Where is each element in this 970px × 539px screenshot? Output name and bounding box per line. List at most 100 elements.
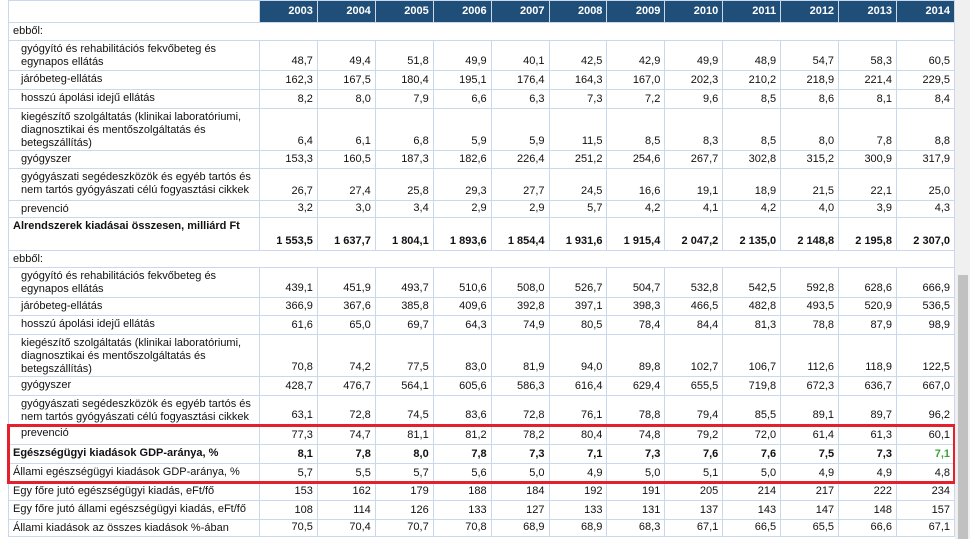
cell-value: 76,1 bbox=[548, 395, 608, 425]
cell-value: 74,5 bbox=[374, 395, 434, 425]
cell-value: 655,5 bbox=[664, 376, 724, 396]
cell-value: 667,0 bbox=[895, 376, 956, 396]
scrollbar-thumb[interactable] bbox=[958, 275, 968, 539]
cell-value: 70,8 bbox=[432, 519, 492, 537]
cell-value: 85,5 bbox=[722, 395, 782, 425]
cell-value: 94,0 bbox=[548, 334, 608, 377]
cell-value: 229,5 bbox=[895, 70, 956, 90]
cell-value: 508,0 bbox=[490, 267, 550, 298]
cell-value: 78,2 bbox=[490, 424, 550, 445]
cell-value: 6,1 bbox=[316, 108, 376, 151]
cell-value: 6,8 bbox=[374, 108, 434, 151]
year-header: 2008 bbox=[548, 0, 608, 23]
table-row: gyógyászati segédeszközök és egyéb tartó… bbox=[8, 395, 956, 425]
cell-value: 2 047,2 bbox=[664, 217, 724, 251]
cell-value: 164,3 bbox=[548, 70, 608, 90]
cell-value: 7,3 bbox=[606, 444, 666, 464]
cell-value: 147 bbox=[780, 500, 840, 520]
cell-value: 25,8 bbox=[374, 168, 434, 201]
cell-value: 493,5 bbox=[780, 297, 840, 316]
cell-value: 49,4 bbox=[316, 40, 376, 71]
cell-value: 79,2 bbox=[664, 424, 724, 445]
row-label: Egy főre jutó állami egészségügyi kiadás… bbox=[8, 500, 260, 520]
table-row: kiegészítő szolgáltatás (klinikai labora… bbox=[8, 334, 956, 377]
cell-value: 74,8 bbox=[606, 424, 666, 445]
table-row: ebből: bbox=[8, 250, 955, 268]
cell-value: 476,7 bbox=[316, 376, 376, 396]
cell-value: 137 bbox=[664, 500, 724, 520]
row-label: Egy főre jutó egészségügyi kiadás, eFt/f… bbox=[8, 482, 260, 501]
cell-value: 7,3 bbox=[838, 444, 897, 464]
table-row: ebből: bbox=[8, 22, 955, 41]
cell-value: 5,6 bbox=[432, 463, 492, 483]
cell-value: 210,2 bbox=[722, 70, 782, 90]
cell-value: 89,1 bbox=[780, 395, 840, 425]
cell-value: 234 bbox=[895, 482, 956, 501]
cell-value: 8,0 bbox=[780, 108, 840, 151]
table-row: hosszú ápolási idejű ellátás 61,6 65,0 69,7… bbox=[8, 315, 956, 335]
cell-value: 54,7 bbox=[780, 40, 840, 71]
table-row: járóbeteg-ellátás 162,3 167,5 180,4 195,1 176… bbox=[8, 70, 956, 90]
cell-value: 49,9 bbox=[664, 40, 724, 71]
cell-value: 126 bbox=[374, 500, 434, 520]
row-label: Egészségügyi kiadások GDP-aránya, % bbox=[8, 444, 260, 464]
cell-value: 81,3 bbox=[722, 315, 782, 335]
cell-value: 118,9 bbox=[838, 334, 897, 377]
cell-value: 504,7 bbox=[606, 267, 666, 298]
cell-value: 184 bbox=[490, 482, 550, 501]
cell-value: 89,8 bbox=[606, 334, 666, 377]
cell-value: 5,7 bbox=[548, 200, 608, 218]
cell-value: 205 bbox=[664, 482, 724, 501]
cell-value: 61,6 bbox=[259, 315, 318, 335]
table-row: Alrendszerek kiadásai összesen, milliárd… bbox=[8, 217, 956, 251]
cell-value: 8,5 bbox=[722, 89, 782, 109]
cell-value: 167,0 bbox=[606, 70, 666, 90]
cell-value: 1 553,5 bbox=[259, 217, 318, 251]
cell-value: 42,5 bbox=[548, 40, 608, 71]
cell-value: 61,3 bbox=[838, 424, 897, 445]
cell-value: 7,9 bbox=[374, 89, 434, 109]
cell-value: 5,0 bbox=[722, 463, 782, 483]
cell-value: 162 bbox=[316, 482, 376, 501]
cell-value: 1 637,7 bbox=[316, 217, 376, 251]
cell-value: 176,4 bbox=[490, 70, 550, 90]
cell-value: 666,9 bbox=[895, 267, 956, 298]
year-header: 2003 bbox=[259, 0, 318, 23]
cell-value: 66,5 bbox=[722, 519, 782, 537]
cell-value: 8,8 bbox=[895, 108, 956, 151]
cell-value: 133 bbox=[548, 500, 608, 520]
table-row: prevenció 3,2 3,0 3,4 2,9 2,9 5,7 4,2 4,1 4,2 4,0 3… bbox=[8, 200, 956, 218]
row-label: járóbeteg-ellátás bbox=[8, 70, 260, 90]
cell-value: 6,3 bbox=[490, 89, 550, 109]
cell-value: 26,7 bbox=[259, 168, 318, 201]
cell-value: 629,4 bbox=[606, 376, 666, 396]
cell-value: 18,9 bbox=[722, 168, 782, 201]
cell-value: 29,3 bbox=[432, 168, 492, 201]
table-row: hosszú ápolási idejű ellátás 8,2 8,0 7,9 6,6… bbox=[8, 89, 956, 109]
cell-value: 11,5 bbox=[548, 108, 608, 151]
cell-value: 162,3 bbox=[259, 70, 318, 90]
cell-value: 202,3 bbox=[664, 70, 724, 90]
section-label: ebből: bbox=[8, 250, 955, 268]
cell-value: 439,1 bbox=[259, 267, 318, 298]
cell-value: 22,1 bbox=[838, 168, 897, 201]
cell-value: 367,6 bbox=[316, 297, 376, 316]
cell-value: 1 893,6 bbox=[432, 217, 492, 251]
cell-value: 385,8 bbox=[374, 297, 434, 316]
cell-value: 4,9 bbox=[780, 463, 840, 483]
cell-value: 79,4 bbox=[664, 395, 724, 425]
cell-value: 81,1 bbox=[374, 424, 434, 445]
cell-value: 302,8 bbox=[722, 150, 782, 169]
cell-value: 148 bbox=[838, 500, 897, 520]
row-label: hosszú ápolási idejű ellátás bbox=[8, 315, 260, 335]
section-label: ebből: bbox=[8, 22, 955, 41]
cell-value: 187,3 bbox=[374, 150, 434, 169]
cell-value: 60,5 bbox=[895, 40, 956, 71]
cell-value: 3,4 bbox=[374, 200, 434, 218]
table-row: gyógyító és rehabilitációs fekvőbeteg és… bbox=[8, 40, 956, 71]
cell-value: 65,0 bbox=[316, 315, 376, 335]
cell-value: 392,8 bbox=[490, 297, 550, 316]
cell-value: 72,8 bbox=[316, 395, 376, 425]
cell-value: 1 804,1 bbox=[374, 217, 434, 251]
